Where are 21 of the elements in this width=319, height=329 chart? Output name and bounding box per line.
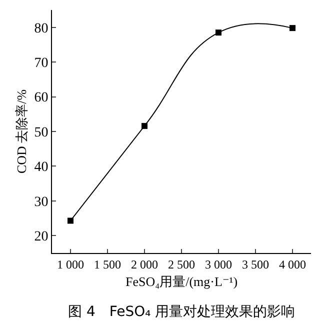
y-tick-label: 40 — [34, 160, 48, 176]
x-tick-label: 2 000 — [131, 257, 158, 272]
y-axis-title: COD 去除率/% — [14, 89, 30, 174]
y-tick-label: 50 — [34, 125, 48, 140]
y-tick-label: 30 — [34, 194, 48, 210]
y-tick-label: 70 — [34, 56, 48, 71]
point — [216, 30, 222, 36]
point — [142, 122, 148, 129]
x-tick-label: 2 500 — [168, 257, 195, 272]
point — [68, 218, 74, 224]
y-tick-label: 80 — [34, 21, 48, 36]
y-tick-label: 60 — [34, 90, 48, 106]
x-tick-label: 4 000 — [279, 257, 306, 272]
x-tick-label: 3 500 — [242, 257, 269, 272]
caption: 图 4 FeSO₄ 用量对处理效果的影响 — [68, 304, 296, 320]
x-tick-label: 3 000 — [205, 257, 232, 272]
x-axis-title: FeSO₄用量/(mg·L⁻¹) — [125, 274, 238, 289]
x-tick-label: 1 000 — [57, 257, 84, 272]
point — [290, 25, 296, 32]
y-tick-label: 20 — [34, 230, 48, 245]
x-tick-label: 1 500 — [94, 257, 121, 272]
